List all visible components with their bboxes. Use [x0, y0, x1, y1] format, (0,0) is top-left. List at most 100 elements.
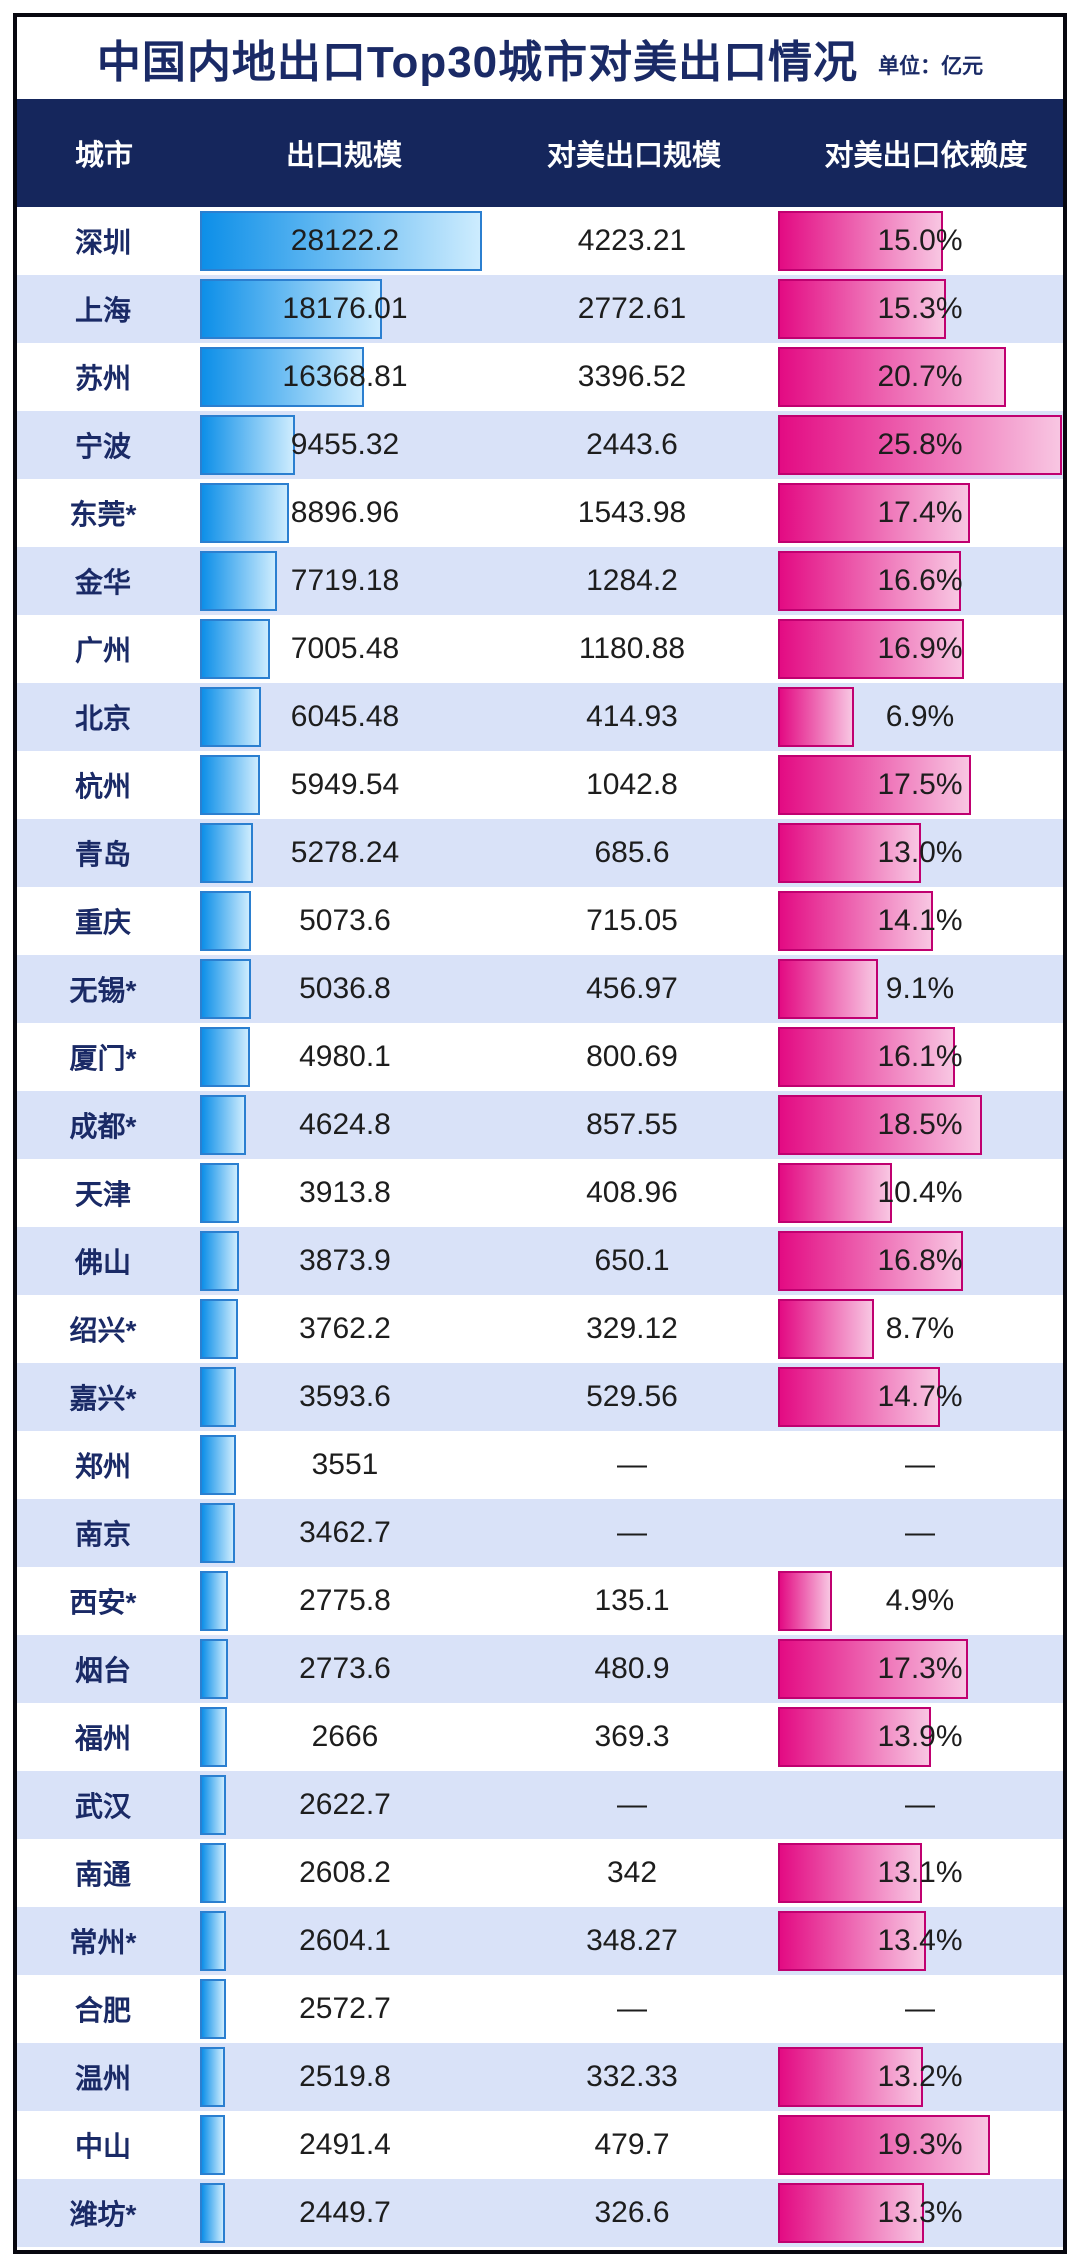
dependence-bar — [778, 1707, 931, 1767]
dependence-bar — [778, 279, 947, 339]
us-export-value: 2443.6 — [586, 428, 678, 461]
export-bar — [200, 347, 365, 407]
dependence-value: 13.2% — [877, 2060, 963, 2093]
us-export-value: 480.9 — [594, 1652, 670, 1685]
dependence-value: — — [905, 1448, 935, 1481]
table-body: 深圳 28122.2 4223.21 15.0% 上海 18176.01 2772.61 15… — [17, 207, 1063, 2247]
dependence-value: 4.9% — [885, 1584, 955, 1617]
export-value: 2449.7 — [299, 2196, 391, 2229]
export-bar — [200, 279, 383, 339]
export-bar — [200, 1775, 227, 1835]
export-value: 9455.32 — [290, 428, 400, 461]
us-export-value: 348.27 — [586, 1924, 678, 1957]
export-value: 2666 — [311, 1720, 379, 1753]
dependence-bar — [778, 1571, 832, 1631]
table-row: 重庆 5073.6 715.05 14.1% — [17, 887, 1063, 955]
city-label: 南通 — [74, 1859, 131, 1890]
export-bar — [200, 1231, 239, 1291]
city-label: 深圳 — [74, 227, 131, 258]
city-label: 成都* — [69, 1111, 137, 1142]
city-label: 常州* — [69, 1927, 137, 1958]
city-label: 苏州 — [74, 363, 131, 394]
city-label: 广州 — [74, 635, 131, 666]
export-value: 7719.18 — [290, 564, 400, 597]
table-row: 南通 2608.2 342 13.1% — [17, 1839, 1063, 1907]
city-label: 福州 — [74, 1723, 131, 1754]
dependence-value: — — [905, 1516, 935, 1549]
dependence-value: 6.9% — [885, 700, 955, 733]
dependence-bar — [778, 823, 922, 883]
city-label: 烟台 — [74, 1655, 131, 1686]
city-label: 天津 — [74, 1179, 131, 1210]
us-export-value: 329.12 — [586, 1312, 678, 1345]
dependence-value: 13.4% — [877, 1924, 963, 1957]
export-value: 3913.8 — [299, 1176, 391, 1209]
dependence-value: 16.8% — [877, 1244, 963, 1277]
dependence-bar — [778, 1095, 982, 1155]
dependence-bar — [778, 1231, 963, 1291]
us-export-value: 2772.61 — [577, 292, 687, 325]
dependence-value: 13.0% — [877, 836, 963, 869]
us-export-value: 4223.21 — [577, 224, 687, 257]
dependence-value: 17.3% — [877, 1652, 963, 1685]
table-row: 温州 2519.8 332.33 13.2% — [17, 2043, 1063, 2111]
dependence-value: 13.1% — [877, 1856, 963, 1889]
export-bar — [200, 2183, 225, 2243]
table-row: 无锡* 5036.8 456.97 9.1% — [17, 955, 1063, 1023]
dependence-bar — [778, 1639, 969, 1699]
dependence-value: 16.9% — [877, 632, 963, 665]
export-bar — [200, 551, 278, 611]
dependence-bar — [778, 551, 961, 611]
table-row: 绍兴* 3762.2 329.12 8.7% — [17, 1295, 1063, 1363]
dependence-value: 9.1% — [885, 972, 955, 1005]
export-bar — [200, 2047, 226, 2107]
dependence-bar — [778, 483, 970, 543]
table-row: 中山 2491.4 479.7 19.3% — [17, 2111, 1063, 2179]
export-bar — [200, 1571, 228, 1631]
us-export-value: 1284.2 — [586, 564, 678, 597]
city-label: 合肥 — [74, 1995, 131, 2026]
dependence-value: 13.3% — [877, 2196, 963, 2229]
us-export-value: — — [617, 1788, 647, 1821]
dependence-value: 15.0% — [877, 224, 963, 257]
table-row: 佛山 3873.9 650.1 16.8% — [17, 1227, 1063, 1295]
dependence-value: 14.1% — [877, 904, 963, 937]
city-label: 潍坊* — [69, 2199, 137, 2230]
city-label: 宁波 — [74, 431, 131, 462]
export-value: 2773.6 — [299, 1652, 391, 1685]
column-header-dependence: 对美出口依赖度 — [824, 140, 1028, 172]
export-bar — [200, 2115, 225, 2175]
export-bar — [200, 619, 271, 679]
city-label: 金华 — [74, 567, 131, 598]
us-export-value: 332.33 — [586, 2060, 678, 2093]
city-label: 上海 — [74, 295, 131, 326]
export-bar — [200, 1843, 227, 1903]
city-label: 佛山 — [74, 1247, 131, 1278]
table-row: 天津 3913.8 408.96 10.4% — [17, 1159, 1063, 1227]
dependence-bar — [778, 959, 879, 1019]
us-export-value: 1042.8 — [586, 768, 678, 801]
export-value: 7005.48 — [290, 632, 400, 665]
us-export-value: 342 — [606, 1856, 658, 1889]
export-bar — [200, 1503, 235, 1563]
table-row: 厦门* 4980.1 800.69 16.1% — [17, 1023, 1063, 1091]
export-value: 4624.8 — [299, 1108, 391, 1141]
us-export-value: — — [617, 1516, 647, 1549]
table-row: 东莞* 8896.96 1543.98 17.4% — [17, 479, 1063, 547]
table-header: 城市 出口规模 对美出口规模 对美出口依赖度 — [17, 99, 1063, 207]
export-value: 5036.8 — [299, 972, 391, 1005]
export-bar — [200, 1979, 226, 2039]
dependence-value: 13.9% — [877, 1720, 963, 1753]
dependence-value: 10.4% — [877, 1176, 963, 1209]
us-export-value: 3396.52 — [577, 360, 687, 393]
dependence-bar — [778, 2183, 925, 2243]
table-row: 苏州 16368.81 3396.52 20.7% — [17, 343, 1063, 411]
table-row: 广州 7005.48 1180.88 16.9% — [17, 615, 1063, 683]
export-bar — [200, 211, 482, 271]
city-label: 武汉 — [74, 1791, 131, 1822]
table-row: 郑州 3551 — — — [17, 1431, 1063, 1499]
dependence-bar — [778, 1163, 893, 1223]
dependence-value: — — [905, 1788, 935, 1821]
us-export-value: 414.93 — [586, 700, 678, 733]
dependence-value: 14.7% — [877, 1380, 963, 1413]
